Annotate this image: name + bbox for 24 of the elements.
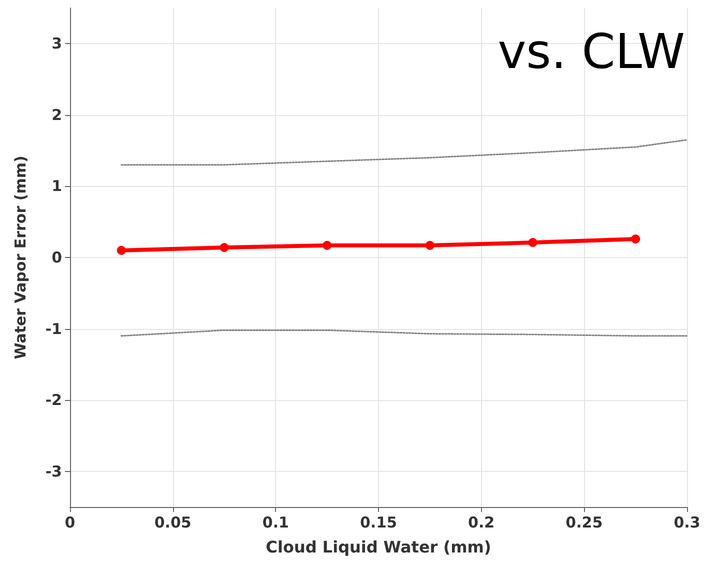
- y-tick-label: 0: [52, 248, 62, 266]
- y-tick-label: -1: [45, 320, 62, 338]
- y-axis-title: Water Vapor Error (mm): [12, 156, 30, 360]
- point: [220, 243, 229, 252]
- point: [425, 240, 434, 250]
- y-tick-label: -2: [45, 391, 62, 410]
- x-tick-label: 0.15: [360, 514, 398, 532]
- y-tick-label: 1: [52, 177, 62, 196]
- x-tick-label: 0.3: [674, 514, 700, 532]
- x-tick-label: 0: [64, 514, 76, 532]
- y-tick-label: -3: [45, 462, 62, 480]
- point: [631, 234, 640, 244]
- point: [528, 238, 538, 248]
- x-tick-label: 0.05: [154, 514, 192, 532]
- x-axis-title: Cloud Liquid Water (mm): [266, 538, 492, 556]
- y-tick-label: 3: [52, 34, 62, 53]
- x-tick-label: 0.25: [566, 514, 603, 532]
- point: [116, 246, 126, 255]
- x-tick-label: 0.2: [468, 514, 495, 532]
- annotation: vs. CLW: [498, 24, 686, 80]
- line-series: [120, 139, 688, 166]
- y-tick-label: 2: [52, 106, 62, 124]
- point: [322, 240, 332, 250]
- x-tick-label: 0.1: [262, 514, 289, 532]
